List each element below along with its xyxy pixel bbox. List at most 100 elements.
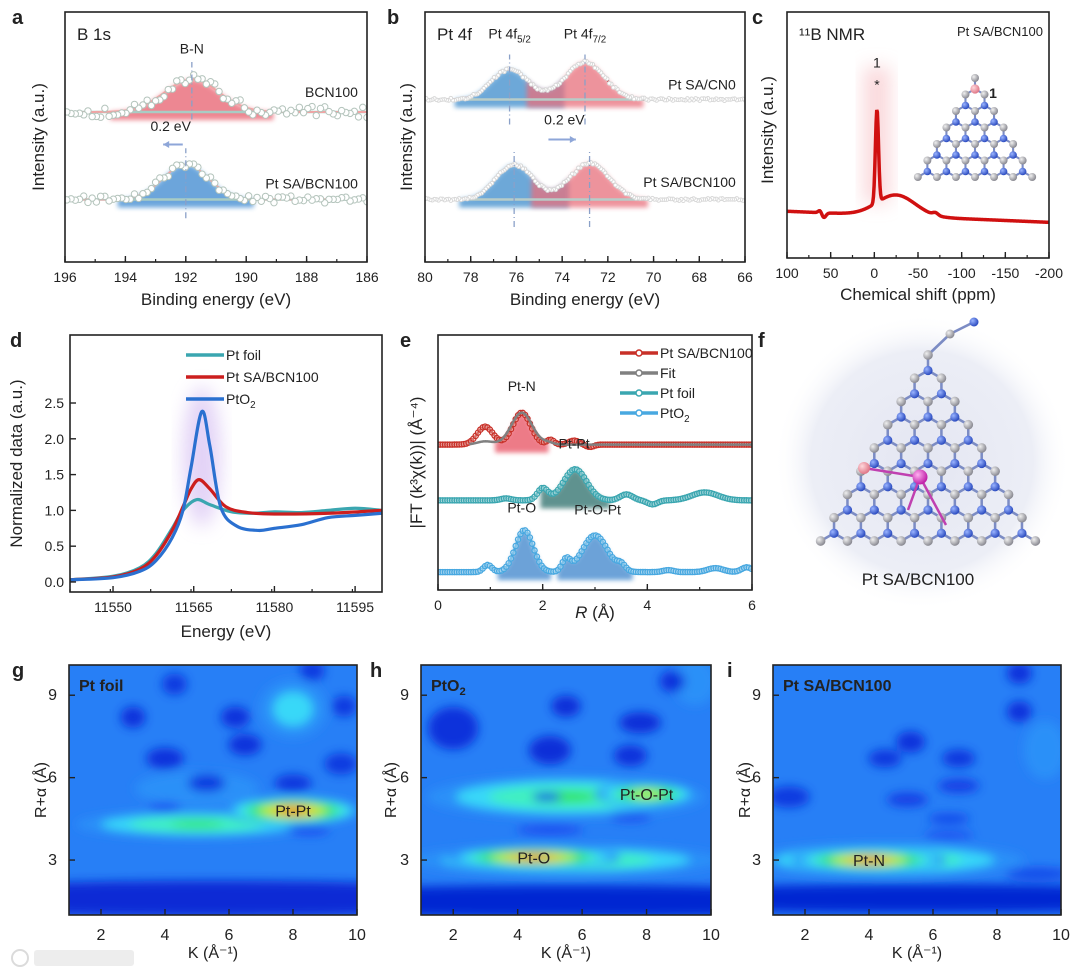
data-point	[567, 174, 573, 179]
data-point	[65, 108, 71, 116]
y-axis-label: |FT (k³χ(k))| (Å⁻⁴)	[407, 397, 426, 529]
y-axis-label: Intensity (a.u.)	[397, 83, 416, 191]
legend-label: Pt foil	[660, 385, 695, 401]
heatmap-contour	[517, 855, 550, 860]
annotation: 1	[873, 54, 881, 70]
x-tick-label: 72	[600, 269, 616, 285]
carbon-atom	[1003, 536, 1014, 546]
panel-title: Pt SA/BCN100	[783, 678, 892, 695]
data-point	[249, 197, 257, 206]
pt-bond	[918, 476, 948, 526]
x-axis-label: Energy (eV)	[181, 622, 272, 641]
plot-frame	[424, 11, 746, 263]
peak-shade	[495, 412, 549, 453]
panel-letter: g	[12, 660, 24, 682]
heatmap-low-region	[928, 813, 970, 825]
x-tick-label: 6	[748, 597, 756, 613]
nitrogen-atom	[971, 118, 979, 126]
legend-label: PtO2	[226, 391, 256, 411]
x-tick-label: 100	[775, 265, 799, 281]
peak-shade	[497, 530, 552, 581]
data-point	[202, 80, 211, 88]
x-tick-label: 2	[539, 597, 547, 613]
heatmap-low-region	[941, 749, 976, 768]
heatmap-layer	[69, 665, 357, 915]
x-tick-label: 4	[161, 927, 170, 944]
carbon-atom	[923, 156, 932, 165]
data-point	[88, 194, 96, 202]
carbon-atom	[945, 329, 955, 339]
peak-label: Pt-O-Pt	[620, 787, 674, 804]
heatmap-low-region	[1005, 868, 1061, 880]
x-tick-label: 4	[643, 597, 651, 613]
x-tick-label: 0	[870, 265, 878, 281]
x-tick-label: 6	[578, 927, 587, 944]
x-tick-label: 2	[449, 927, 458, 944]
nitrogen-atom	[909, 435, 920, 445]
y-tick-label: 0.0	[45, 574, 65, 590]
heatmap-low-region	[868, 749, 902, 768]
nitrogen-atom	[923, 167, 932, 176]
panel-title: Pt foil	[79, 678, 123, 695]
x-tick-label: 190	[235, 269, 259, 285]
carbon-atom	[976, 536, 987, 546]
nitrogen-atom	[869, 458, 879, 469]
heatmap-low-region	[146, 747, 184, 770]
carbon-atom	[923, 396, 933, 407]
nitrogen-atom	[969, 317, 979, 327]
heatmap-layer	[773, 665, 1061, 913]
data-point	[291, 197, 299, 206]
carbon-atom	[909, 512, 920, 523]
nitrogen-atom	[990, 528, 1000, 538]
legend-marker	[635, 369, 643, 377]
plot-area: Pt-Pt	[69, 665, 357, 915]
nitrogen-atom	[923, 412, 933, 422]
series-label: Pt SA/CN0	[668, 77, 736, 93]
carbon-atom	[842, 489, 853, 500]
data-point	[274, 193, 282, 201]
x-tick-label: 10	[702, 927, 720, 944]
y-tick-label: 6	[400, 770, 409, 787]
x-tick-label: 4	[513, 927, 522, 944]
heatmap-low-region	[69, 880, 357, 915]
peak-label: Pt 4f	[488, 25, 517, 41]
data-point	[623, 191, 628, 197]
carbon-atom	[909, 419, 920, 430]
data-point	[151, 178, 160, 186]
data-point	[164, 85, 172, 94]
subscript: 2	[684, 414, 689, 425]
peak-label: Pt-N	[853, 853, 885, 870]
data-point	[261, 192, 270, 201]
carbon-atom	[961, 90, 970, 99]
nitrogen-atom	[923, 505, 933, 515]
annotation: Pt-O	[507, 499, 536, 515]
chart-c: 1 * 100 50 0 -50 -100 -150 -200 Chemical shift (p…	[758, 11, 1063, 304]
legend-marker	[635, 389, 643, 397]
x-tick-label: 196	[53, 269, 77, 285]
nitrogen-atom	[980, 167, 989, 176]
panel-letter: b	[387, 7, 399, 29]
carbon-atom	[1009, 173, 1018, 181]
data-point	[514, 536, 522, 543]
data-point	[524, 169, 530, 175]
data-point	[105, 112, 113, 120]
plot-frame	[69, 334, 383, 593]
x-axis-label: R (Å)	[575, 603, 615, 622]
nitrogen-atom	[990, 118, 998, 126]
data-point	[173, 77, 181, 85]
carbon-atom	[923, 350, 933, 360]
carbon-atom	[932, 173, 941, 181]
data-point	[580, 162, 585, 167]
heatmap-contour	[280, 808, 306, 814]
x-tick-label: 78	[463, 269, 479, 285]
structure-caption: Pt SA/BCN100	[862, 570, 974, 589]
data-point	[215, 87, 223, 96]
watermark-logo	[11, 949, 134, 967]
x-tick-label: 6	[929, 927, 938, 944]
x-tick-label: 8	[993, 927, 1002, 944]
x-tick-label: 11565	[175, 599, 213, 615]
annotation: Pt-N	[508, 378, 536, 394]
nitrogen-atom	[1009, 151, 1017, 159]
x-axis-unit: (Å)	[587, 603, 614, 622]
